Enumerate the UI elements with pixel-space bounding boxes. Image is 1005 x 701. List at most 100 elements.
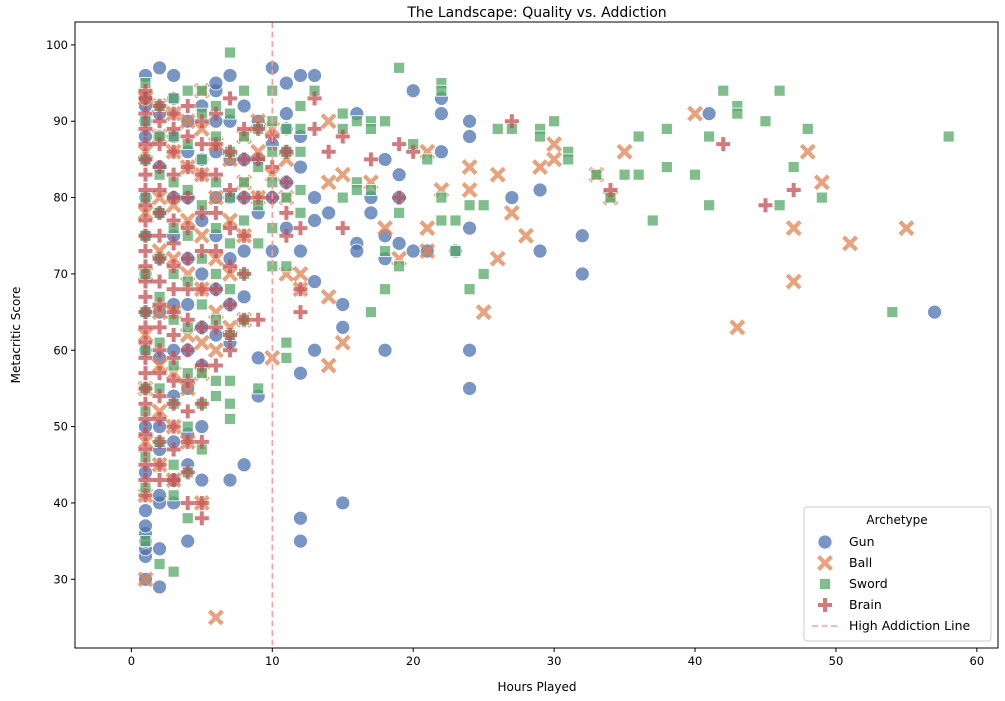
data-point: [785, 220, 802, 237]
data-point: [224, 237, 236, 250]
y-tick-label: 70: [53, 267, 68, 281]
data-point: [350, 184, 363, 196]
data-point: [435, 214, 448, 227]
data-point: [307, 342, 322, 358]
data-point: [138, 274, 153, 289]
data-point: [138, 411, 153, 426]
data-point: [138, 106, 153, 121]
data-point: [194, 320, 209, 335]
data-point: [335, 495, 351, 511]
data-point: [208, 75, 224, 91]
data-point: [250, 350, 266, 366]
data-point: [167, 565, 180, 578]
data-point: [532, 182, 548, 198]
data-point: [405, 83, 421, 99]
data-point: [419, 220, 436, 237]
data-point: [294, 145, 307, 158]
data-point: [646, 214, 659, 227]
data-point: [166, 144, 181, 159]
data-point: [238, 84, 250, 97]
data-point: [151, 403, 168, 420]
data-point: [252, 237, 265, 250]
data-point: [377, 342, 393, 358]
data-point: [138, 503, 153, 518]
data-point: [167, 92, 180, 105]
data-point: [377, 220, 393, 237]
data-point: [180, 98, 195, 113]
data-point: [350, 115, 363, 128]
data-point: [461, 181, 478, 198]
data-point: [208, 282, 223, 297]
data-point: [180, 297, 196, 312]
data-point: [731, 107, 744, 120]
data-point: [138, 305, 153, 320]
data-point: [632, 130, 645, 143]
data-point: [210, 222, 222, 235]
data-point: [138, 442, 153, 457]
data-point: [477, 268, 490, 280]
data-point: [181, 512, 194, 525]
data-point: [813, 174, 830, 191]
data-point: [280, 122, 293, 135]
data-point: [758, 198, 773, 213]
data-point: [365, 184, 377, 196]
data-point: [138, 213, 153, 228]
data-point: [237, 228, 252, 243]
data-point: [138, 366, 153, 381]
data-point: [336, 191, 349, 204]
data-point: [349, 243, 365, 259]
data-point: [237, 312, 252, 327]
data-point: [152, 541, 167, 557]
data-point: [489, 250, 506, 267]
data-point: [307, 213, 322, 228]
data-point: [293, 159, 308, 175]
data-point: [320, 357, 337, 374]
data-point: [210, 374, 222, 387]
data-point: [462, 129, 477, 144]
series-ball: [137, 82, 915, 626]
data-point: [223, 221, 238, 236]
data-point: [279, 175, 294, 190]
data-point: [293, 365, 308, 381]
data-point: [307, 68, 322, 83]
data-point: [208, 137, 223, 152]
data-point: [787, 161, 800, 173]
data-point: [280, 260, 293, 273]
data-point: [179, 212, 196, 229]
data-point: [293, 221, 308, 236]
data-point: [180, 343, 195, 358]
data-point: [449, 214, 462, 227]
data-point: [801, 122, 814, 135]
data-point: [222, 212, 238, 229]
data-point: [252, 382, 265, 395]
data-point: [293, 68, 308, 83]
data-point: [208, 320, 223, 335]
data-point: [224, 374, 236, 387]
data-point: [503, 204, 520, 221]
data-point: [462, 381, 477, 396]
data-point: [307, 91, 322, 106]
data-point: [194, 282, 209, 297]
data-point: [138, 167, 153, 182]
x-tick-label: 0: [128, 654, 135, 668]
data-point: [293, 305, 308, 320]
data-point: [435, 84, 448, 97]
data-point: [335, 221, 350, 236]
data-point: [574, 266, 590, 282]
data-point: [462, 220, 477, 236]
data-point: [489, 166, 506, 183]
data-point: [334, 166, 351, 183]
data-point: [379, 245, 391, 257]
data-point: [392, 190, 407, 205]
data-point: [180, 190, 195, 205]
data-point: [195, 84, 208, 97]
data-point: [138, 228, 153, 243]
data-point: [152, 274, 167, 289]
data-point: [180, 404, 195, 419]
data-point: [224, 283, 236, 296]
x-tick-label: 10: [265, 654, 280, 668]
data-point: [180, 129, 195, 144]
data-point: [237, 121, 252, 136]
y-tick-label: 50: [53, 420, 68, 434]
data-point: [166, 350, 181, 365]
